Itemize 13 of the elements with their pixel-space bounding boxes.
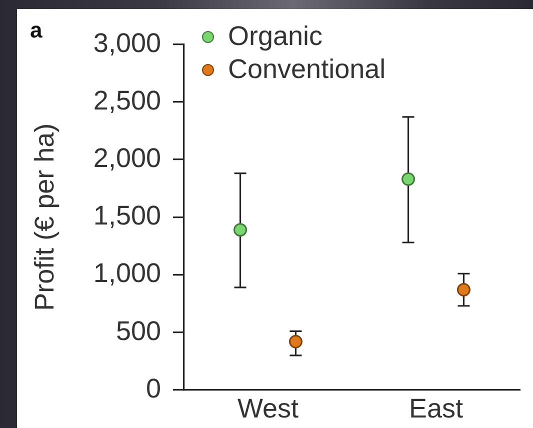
chart-title: a xyxy=(30,18,43,43)
y-tick-label: 1,500 xyxy=(93,200,161,231)
y-tick-label: 3,000 xyxy=(93,28,161,58)
y-axis-title: Profit (€ per ha) xyxy=(30,123,60,311)
y-tick-label: 1,000 xyxy=(93,258,161,288)
x-tick-label: West xyxy=(237,394,300,424)
legend-label: Organic xyxy=(228,20,323,54)
y-tick-label: 0 xyxy=(146,373,161,404)
x-tick-label: East xyxy=(408,394,464,424)
legend-label: Conventional xyxy=(228,53,386,86)
y-tick-label: 2,500 xyxy=(93,85,161,116)
y-tick-label: 2,000 xyxy=(93,142,161,173)
y-tick-label: 500 xyxy=(116,316,161,346)
